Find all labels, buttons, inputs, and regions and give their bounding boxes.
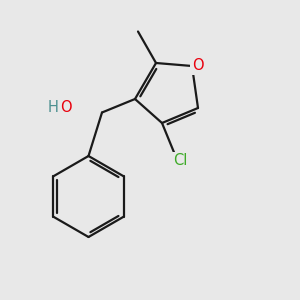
Text: O: O	[192, 58, 204, 73]
Text: H: H	[48, 100, 58, 116]
Text: O: O	[60, 100, 72, 116]
Text: Cl: Cl	[173, 153, 187, 168]
